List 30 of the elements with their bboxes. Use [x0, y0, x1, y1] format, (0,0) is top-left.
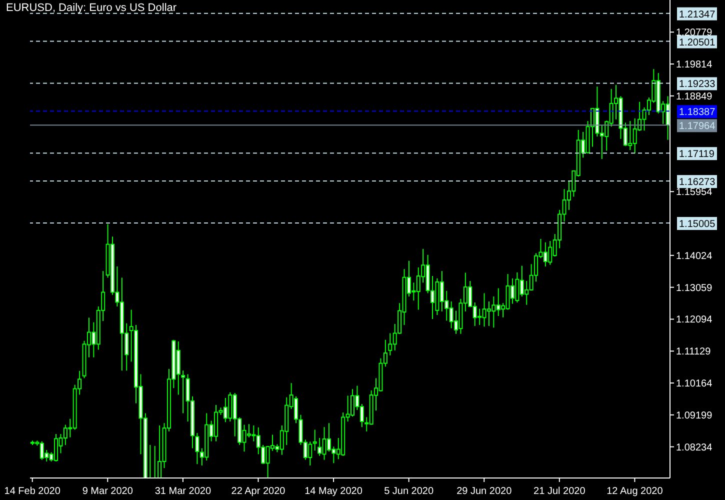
ref-line-label: 1.16273: [679, 177, 716, 188]
x-tick-label: 12 Aug 2020: [606, 486, 664, 497]
y-tick-label: 1.14024: [676, 250, 713, 262]
y-tick-label: 1.08234: [676, 442, 713, 454]
y-tick-label: 1.11129: [676, 346, 712, 358]
x-tick-label: 21 Jul 2020: [534, 486, 586, 497]
chart-title: EURUSD, Daily: Euro vs US Dollar: [6, 2, 177, 14]
ref-line-label: 1.15005: [679, 218, 716, 230]
x-tick-label: 14 Feb 2020: [4, 486, 61, 497]
y-tick-label: 1.19814: [676, 60, 713, 71]
ref-line-label: 1.17119: [679, 149, 715, 160]
y-tick-label: 1.13059: [676, 282, 713, 294]
ref-line-label: 1.20501: [679, 37, 716, 48]
ref-line-label: 1.17964: [679, 121, 716, 132]
x-tick-label: 14 May 2020: [304, 486, 363, 497]
x-tick-label: 22 Apr 2020: [231, 486, 286, 497]
candlestick: [181, 370, 186, 414]
ref-line-label: 1.21347: [679, 9, 716, 20]
x-tick-label: 29 Jun 2020: [456, 486, 512, 497]
y-tick-label: 1.18849: [676, 91, 713, 102]
y-tick-label: 1.12094: [676, 314, 713, 326]
x-tick-label: 5 Jun 2020: [384, 486, 434, 497]
y-tick-label: 1.10164: [676, 378, 713, 390]
y-tick-label: 1.15954: [676, 187, 713, 198]
y-tick-label: 1.09199: [676, 410, 713, 422]
x-tick-label: 9 Mar 2020: [82, 486, 134, 497]
ref-line-label: 1.19233: [679, 79, 716, 90]
x-tick-label: 31 Mar 2020: [154, 486, 212, 497]
candlestick: [312, 429, 317, 452]
ref-line-label: 1.18387: [679, 107, 716, 118]
